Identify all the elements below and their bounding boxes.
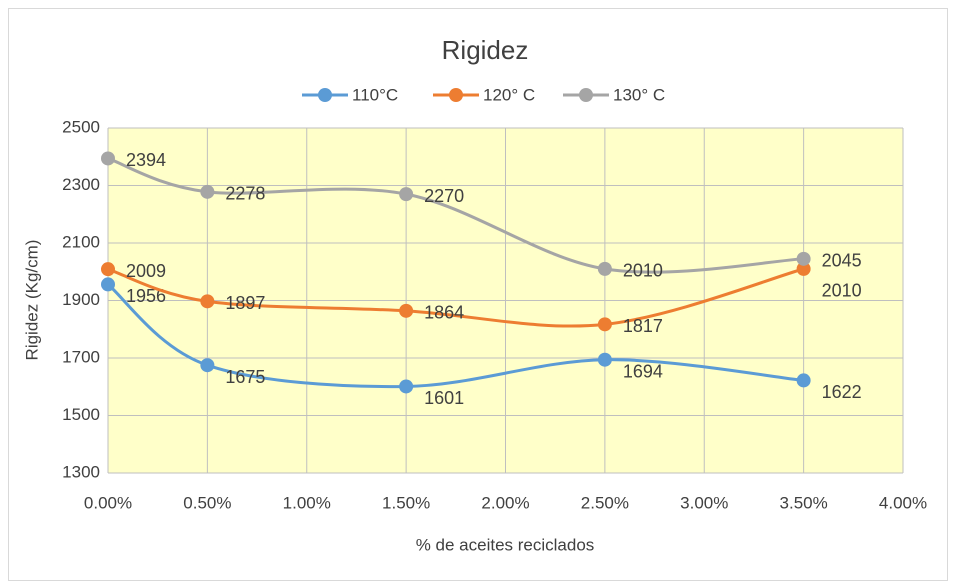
data-label: 2045 [822,251,862,271]
data-label: 1956 [126,286,166,306]
data-label: 2009 [126,261,166,281]
data-label: 1601 [424,388,464,408]
data-point [399,187,414,202]
x-tick-label: 2.00% [481,493,529,512]
data-point [200,184,215,199]
legend-label: 110°C [352,85,398,104]
data-label: 2270 [424,186,464,206]
legend-marker [449,88,463,102]
data-label: 1694 [623,361,663,381]
data-label: 1675 [225,367,265,387]
data-point [399,379,414,394]
y-axis-label: Rigidez (Kg/cm) [22,240,41,361]
x-tick-label: 3.00% [680,493,728,512]
legend-marker [579,88,593,102]
data-point [796,251,811,266]
y-tick-label: 1300 [62,462,100,481]
data-point [101,262,115,277]
legend-label: 120° C [483,85,535,104]
series-line [107,267,805,328]
data-label: 1864 [424,303,464,323]
data-label: 2010 [822,281,862,301]
data-label: 1817 [623,316,663,336]
y-tick-label: 2500 [62,117,100,136]
x-axis-label: % de aceites reciclados [416,535,595,554]
data-point [200,358,215,373]
data-point [597,317,612,332]
legend-marker [318,88,332,102]
data-point [597,352,612,367]
y-tick-label: 1700 [62,347,100,366]
data-point [796,373,811,388]
data-label: 1897 [225,293,265,313]
data-point [101,277,115,292]
data-point [200,294,215,309]
x-tick-label: 3.50% [780,493,828,512]
x-tick-label: 4.00% [879,493,927,512]
x-tick-label: 0.00% [84,493,132,512]
data-point [796,261,811,276]
legend-label: 130° C [613,85,665,104]
y-tick-label: 2100 [62,232,100,251]
data-point [597,261,612,276]
x-tick-label: 0.50% [183,493,231,512]
x-tick-label: 1.00% [283,493,331,512]
chart-title: Rigidez [442,35,529,65]
data-label: 2394 [126,150,166,170]
y-tick-label: 1500 [62,405,100,424]
data-label: 2278 [225,184,265,204]
y-tick-label: 1900 [62,290,100,309]
x-tick-label: 2.50% [581,493,629,512]
series-line [107,157,804,274]
data-point [399,303,414,318]
x-tick-label: 1.50% [382,493,430,512]
y-tick-label: 2300 [62,175,100,194]
data-label: 1622 [822,382,862,402]
data-label: 2010 [623,261,663,281]
data-point [101,151,115,166]
